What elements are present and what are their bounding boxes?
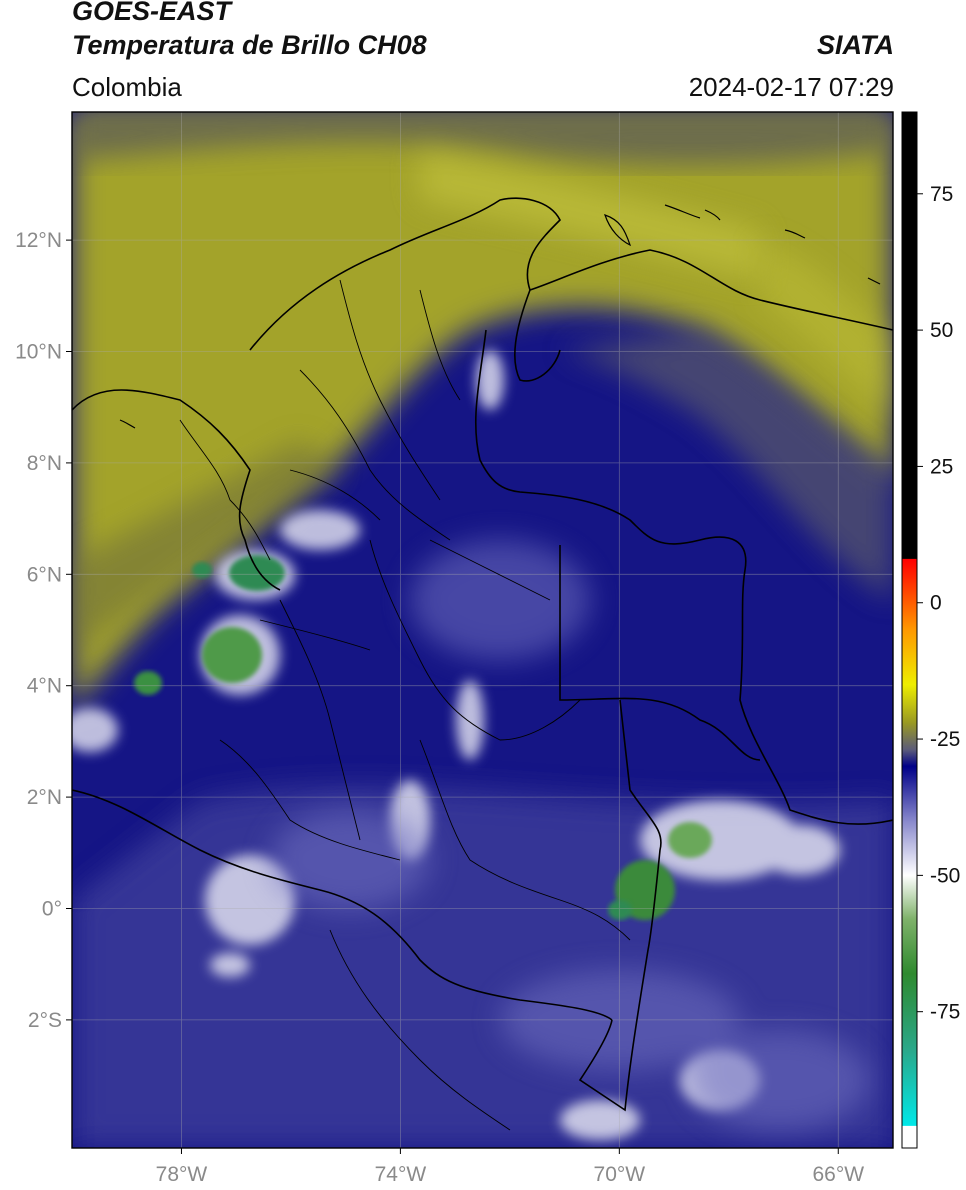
lon-tick-label: 74°W bbox=[375, 1163, 427, 1186]
map-grid bbox=[72, 112, 893, 1148]
map-panel bbox=[72, 112, 893, 1148]
colorbar-tick-label: -75 bbox=[930, 1001, 960, 1024]
colorbar bbox=[901, 111, 918, 1149]
latitude-axis: 12°N 10°N 8°N 6°N 4°N 2°N 0° 2°S bbox=[15, 229, 72, 1032]
lat-tick-label: 8°N bbox=[27, 452, 62, 475]
cold-cloud-tops bbox=[134, 555, 712, 920]
region-label: Colombia bbox=[72, 72, 182, 102]
country-borders bbox=[72, 197, 893, 1112]
lon-tick-label: 78°W bbox=[156, 1163, 208, 1186]
colorbar-tick-label: -25 bbox=[930, 728, 960, 751]
lat-tick-label: 2°N bbox=[27, 786, 62, 809]
lon-tick-label: 70°W bbox=[594, 1163, 646, 1186]
lat-tick-label: 0° bbox=[42, 897, 62, 920]
colorbar-tick-label: 75 bbox=[930, 183, 953, 206]
colorbar-ticks: 75 50 25 0 -25 -50 -75 bbox=[917, 183, 960, 1024]
longitude-axis: 78°W 74°W 70°W 66°W bbox=[156, 1148, 864, 1186]
satellite-title: GOES-EAST bbox=[72, 0, 232, 26]
product-title: Temperatura de Brillo CH08 bbox=[72, 30, 427, 60]
colorbar-tick-label: 50 bbox=[930, 319, 953, 342]
lat-tick-label: 4°N bbox=[27, 675, 62, 698]
timestamp-label: 2024-02-17 07:29 bbox=[688, 72, 894, 102]
colorbar-tick-label: 25 bbox=[930, 455, 953, 478]
lat-tick-label: 2°S bbox=[28, 1009, 62, 1032]
department-borders bbox=[179, 279, 631, 1131]
lon-tick-label: 66°W bbox=[812, 1163, 864, 1186]
lat-tick-label: 12°N bbox=[15, 229, 62, 252]
map-frame bbox=[71, 111, 894, 1149]
colorbar-tick-label: 0 bbox=[930, 592, 942, 615]
lat-tick-label: 10°N bbox=[15, 341, 62, 364]
lat-tick-label: 6°N bbox=[27, 563, 62, 586]
colorbar-tick-label: -50 bbox=[930, 864, 960, 887]
organization-label: SIATA bbox=[817, 30, 894, 60]
